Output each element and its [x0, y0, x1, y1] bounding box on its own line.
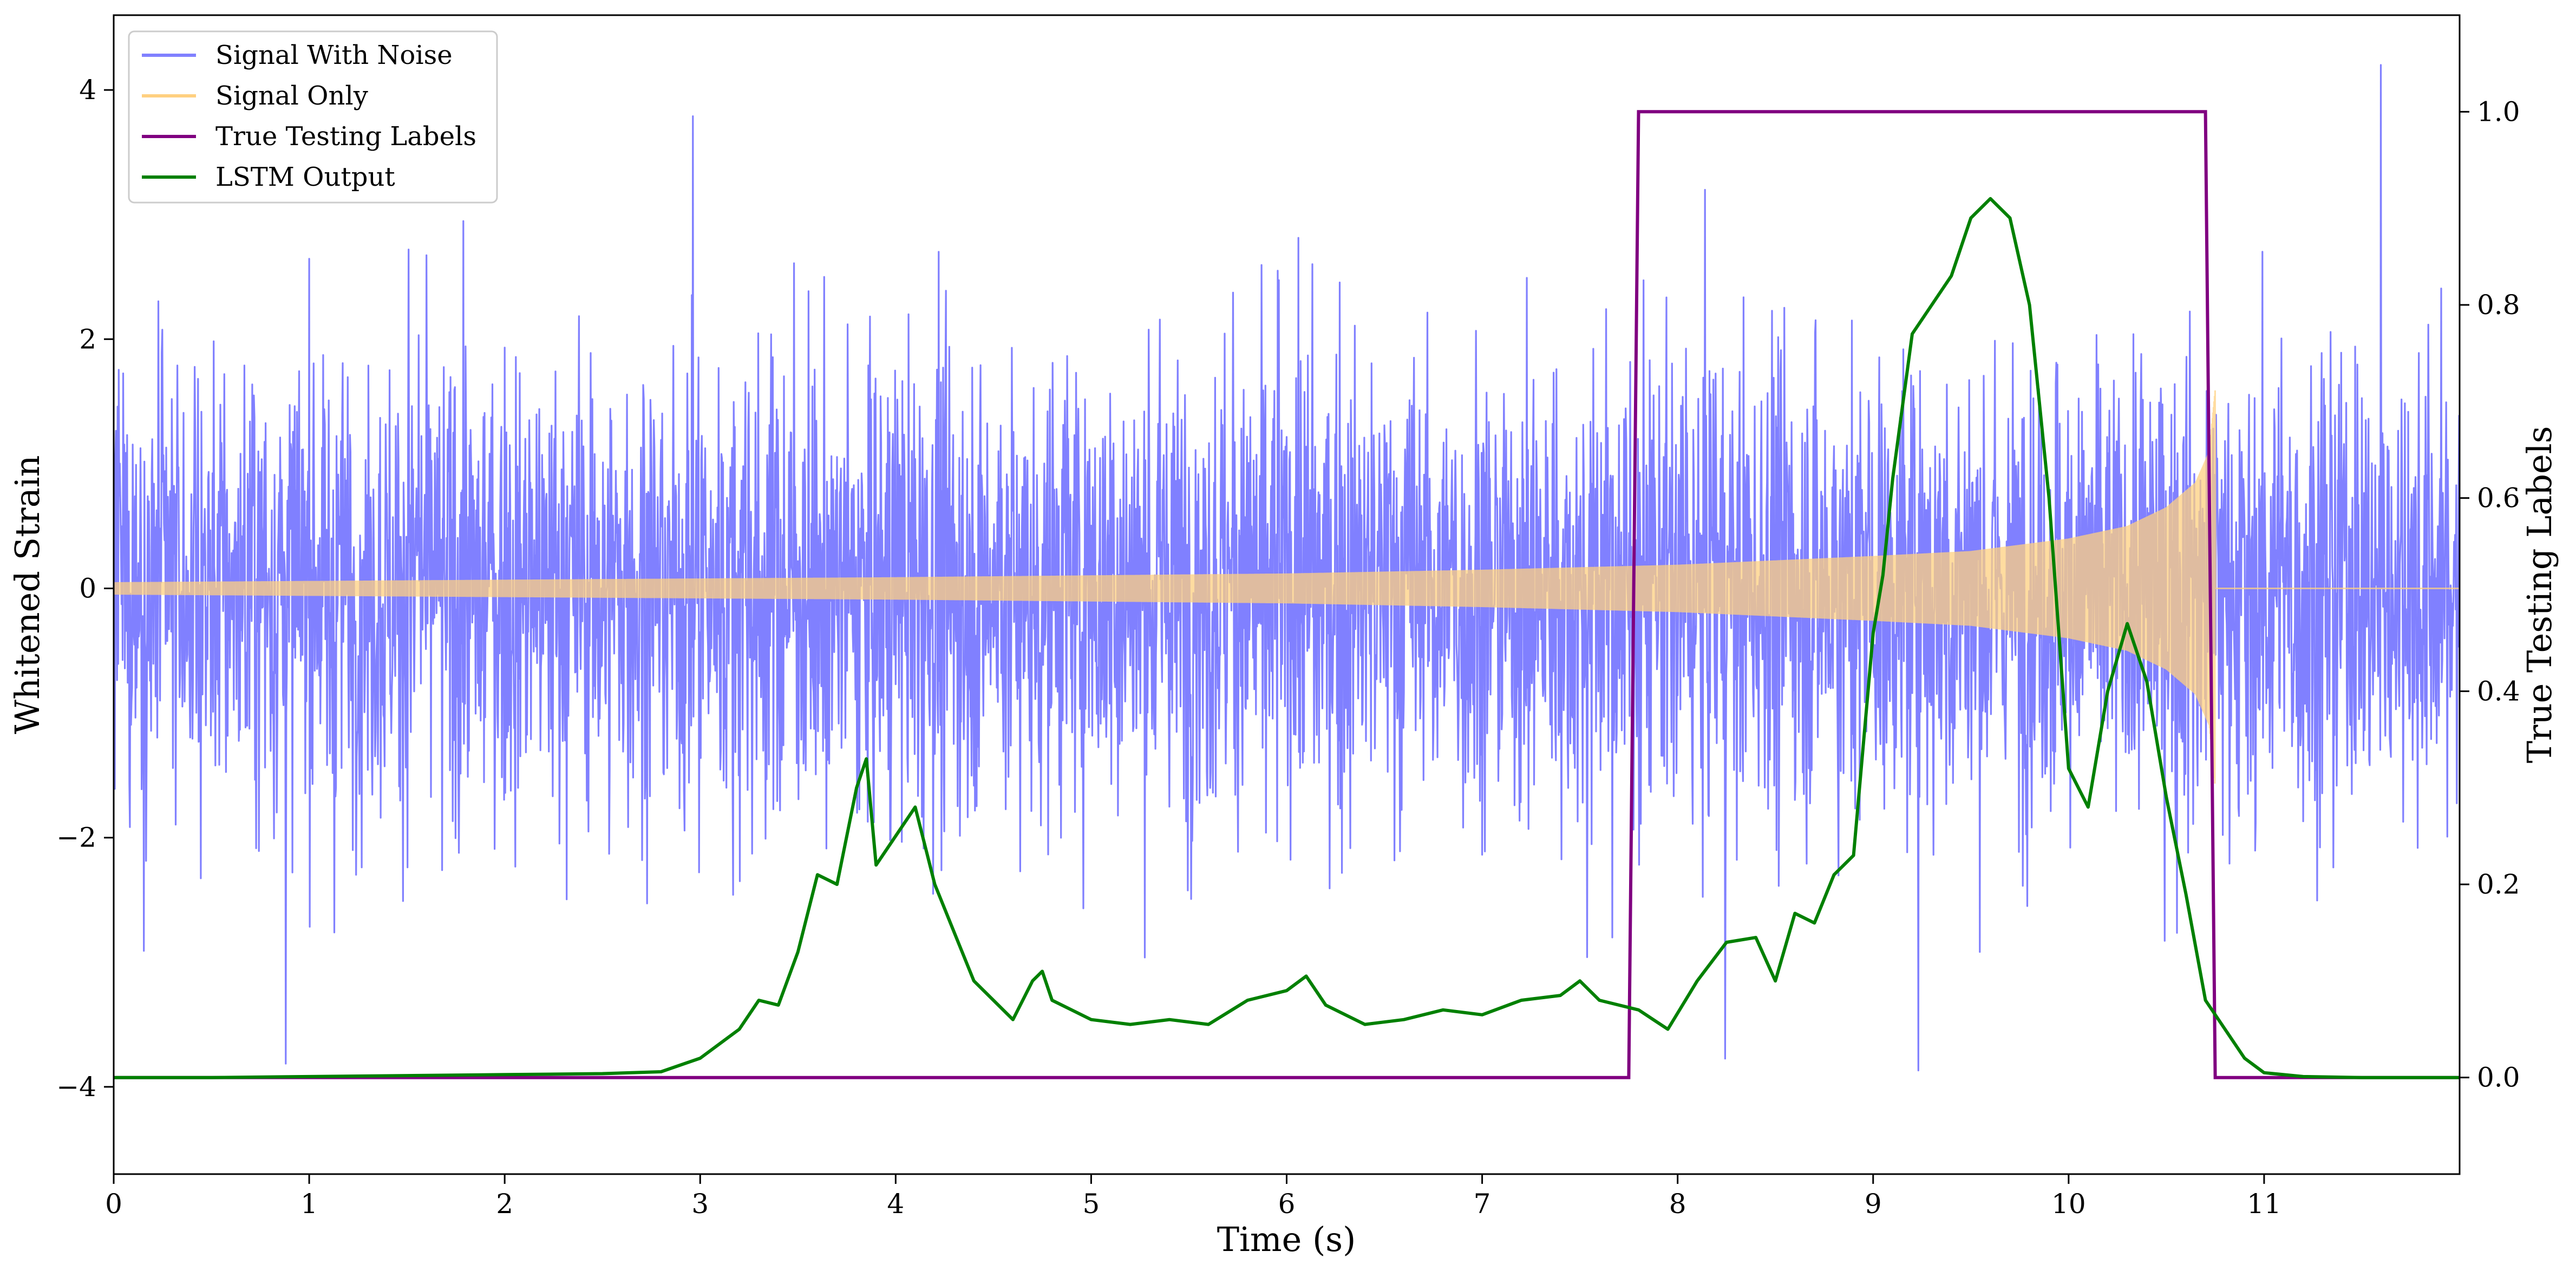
- legend: Signal With Noise Signal Only True Testing…: [128, 30, 498, 204]
- x-tick-label: 6: [1278, 1188, 1296, 1220]
- x-tick-label: 4: [887, 1188, 904, 1220]
- x-tick-label: 9: [1865, 1188, 1882, 1220]
- y-right-tick-label: 0.8: [2477, 289, 2520, 321]
- x-tick-label: 10: [2051, 1188, 2086, 1220]
- y-right-tick-label: 0.4: [2477, 675, 2520, 707]
- x-tick-label: 7: [1474, 1188, 1491, 1220]
- legend-box: [128, 30, 498, 204]
- x-tick-label: 5: [1083, 1188, 1100, 1220]
- legend-label-true-testing-labels: True Testing Labels: [215, 121, 476, 152]
- y-left-tick-label: −2: [56, 822, 96, 853]
- y-right-tick-label: 0.0: [2477, 1062, 2520, 1093]
- y-left-tick-label: 2: [79, 323, 96, 355]
- y-right-tick-label: 0.6: [2477, 483, 2520, 514]
- x-tick-label: 11: [2247, 1188, 2281, 1220]
- y-left-tick-label: −4: [56, 1071, 96, 1103]
- series-signal-only: [114, 390, 2460, 784]
- series-true-testing-labels: [114, 110, 2460, 1079]
- x-tick-label: 1: [300, 1188, 318, 1220]
- y-right-tick-label: 1.0: [2477, 96, 2520, 127]
- x-tick-label: 3: [691, 1188, 709, 1220]
- y-left-tick-label: 0: [79, 572, 96, 604]
- legend-label-lstm-output: LSTM Output: [215, 162, 395, 192]
- y-left-tick-label: 4: [79, 74, 96, 106]
- x-axis-title: Time (s): [1217, 1220, 1356, 1259]
- plot-area: [114, 64, 2460, 1079]
- x-tick-label: 0: [105, 1188, 122, 1220]
- series-lstm-output: [114, 197, 2460, 1079]
- x-tick-label: 2: [496, 1188, 513, 1220]
- legend-label-signal-only: Signal Only: [215, 81, 368, 111]
- legend-label-signal-with-noise: Signal With Noise: [215, 40, 453, 70]
- y-right-tick-label: 0.2: [2477, 869, 2520, 900]
- axes: 0 1 2 3 4 5 6 7 8 9 10 11 −4 −2 0 2 4 0.0 0.2 0.4 0.6 0.8 1.0: [56, 74, 2520, 1220]
- y-axis-left-title: Whitened Strain: [8, 455, 47, 734]
- x-tick-label: 8: [1669, 1188, 1686, 1220]
- y-axis-right-title: True Testing Labels: [2520, 426, 2559, 764]
